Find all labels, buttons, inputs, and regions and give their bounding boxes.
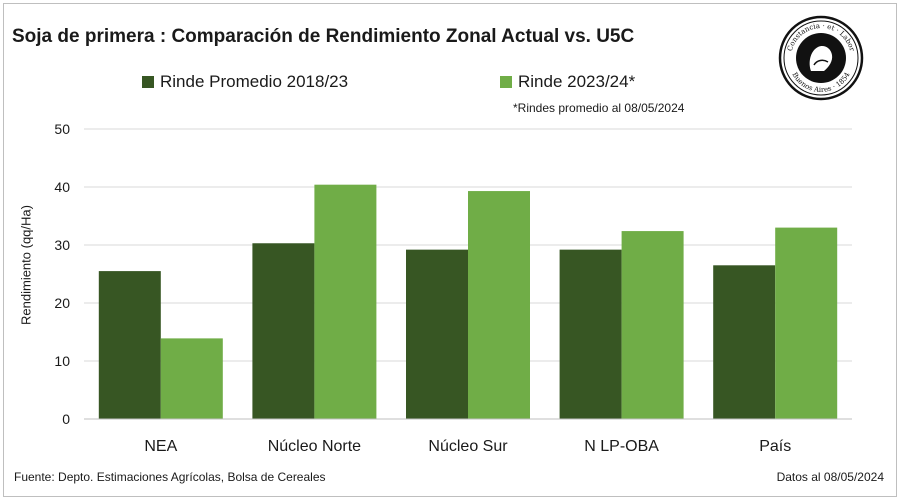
x-tick-label-4: País bbox=[759, 438, 791, 455]
y-tick-label-0: 0 bbox=[62, 411, 70, 427]
x-tick-label-3: N LP-OBA bbox=[584, 438, 659, 455]
y-tick-label-40: 40 bbox=[54, 179, 70, 195]
x-tick-label-2: Núcleo Sur bbox=[428, 438, 508, 455]
legend-swatch-series-1 bbox=[142, 76, 154, 88]
bar-2-4 bbox=[775, 227, 838, 419]
bar-1-4 bbox=[713, 265, 776, 419]
x-tick-label-0: NEA bbox=[144, 438, 177, 455]
y-tick-label-20: 20 bbox=[54, 295, 70, 311]
y-tick-label-50: 50 bbox=[54, 121, 70, 137]
bar-1-3 bbox=[559, 249, 622, 419]
legend-swatch-series-2 bbox=[500, 76, 512, 88]
chart-note: *Rindes promedio al 08/05/2024 bbox=[513, 101, 685, 115]
bar-1-2 bbox=[406, 249, 468, 419]
y-tick-label-30: 30 bbox=[54, 237, 70, 253]
legend-item-series-2: Rinde 2023/24* bbox=[500, 72, 635, 92]
legend-item-series-1: Rinde Promedio 2018/23 bbox=[142, 72, 348, 92]
source-footnote: Fuente: Depto. Estimaciones Agrícolas, B… bbox=[14, 470, 326, 484]
bar-2-2 bbox=[468, 191, 530, 419]
bar-1-0 bbox=[98, 271, 161, 419]
bolsa-de-cereales-logo: Constancia · et · Labor Buenos Aires · 1… bbox=[778, 15, 864, 101]
legend-label-series-2: Rinde 2023/24* bbox=[518, 72, 636, 91]
bar-2-1 bbox=[314, 184, 377, 419]
bar-2-0 bbox=[160, 338, 223, 419]
x-tick-label-1: Núcleo Norte bbox=[268, 438, 361, 455]
bar-2-3 bbox=[621, 231, 684, 419]
legend-label-series-1: Rinde Promedio 2018/23 bbox=[160, 72, 349, 91]
chart-title: Soja de primera : Comparación de Rendimi… bbox=[12, 26, 635, 47]
y-tick-label-10: 10 bbox=[54, 353, 70, 369]
date-footnote: Datos al 08/05/2024 bbox=[776, 470, 884, 484]
bar-1-1 bbox=[252, 243, 315, 419]
